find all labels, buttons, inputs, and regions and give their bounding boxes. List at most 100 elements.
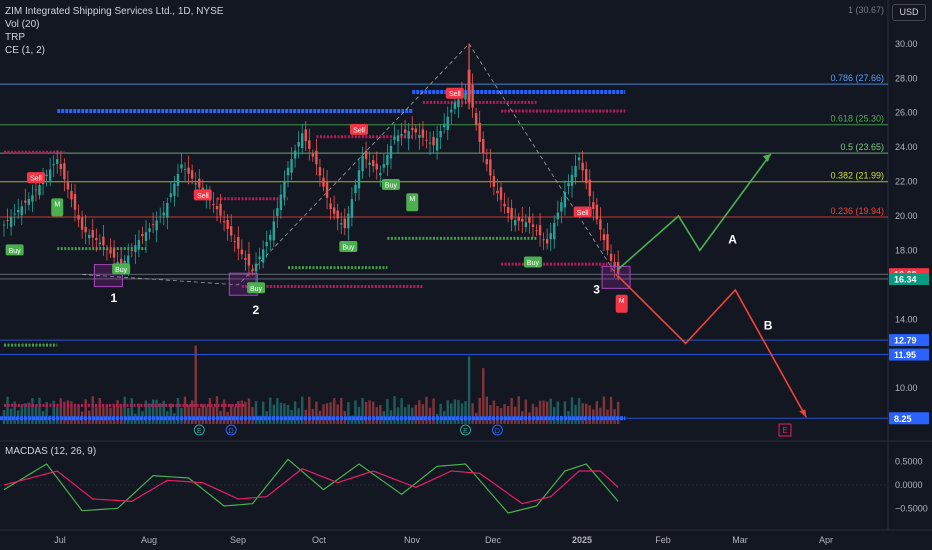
- candle-body: [137, 240, 141, 249]
- volume-bar: [95, 407, 98, 424]
- candle-body: [489, 159, 492, 176]
- volume-bar: [506, 406, 510, 424]
- candle-body: [329, 203, 332, 210]
- candle-body: [336, 210, 339, 219]
- candle-body: [471, 84, 474, 108]
- candle-body: [134, 245, 137, 253]
- candle-body: [84, 226, 87, 233]
- volume-bar: [315, 401, 318, 424]
- chart-title[interactable]: ZIM Integrated Shipping Services Ltd., 1…: [5, 6, 224, 17]
- volume-bar: [496, 406, 499, 424]
- candle-body: [276, 208, 279, 216]
- fib-label-0.5: 0.5 (23.65): [840, 142, 884, 152]
- candle-body: [499, 187, 503, 200]
- candle-body: [212, 203, 215, 205]
- macd-tick-label: 0.0000: [895, 480, 923, 490]
- currency-button[interactable]: USD: [892, 4, 926, 21]
- macd-pane: 0.5000 0.0000 −0.5000: [0, 457, 928, 514]
- candle-body: [613, 262, 616, 268]
- volume-bar: [382, 411, 386, 424]
- candle-body: [379, 172, 382, 176]
- volume-bar: [446, 400, 449, 424]
- volume-bar: [13, 401, 16, 424]
- candle-body: [606, 234, 609, 251]
- candle-body: [66, 182, 70, 190]
- signal-sell-tag: [350, 123, 368, 135]
- volume-bar: [418, 400, 421, 424]
- signal-sell-tag: [26, 172, 45, 184]
- volume-bar: [403, 407, 407, 424]
- signal-buy-tag: [381, 178, 400, 190]
- volume-bar: [396, 407, 400, 424]
- volume-bar: [503, 404, 506, 424]
- candle-body: [77, 215, 80, 220]
- wave-box: [601, 265, 631, 289]
- candle-body: [151, 223, 155, 225]
- volume-bar: [585, 403, 588, 424]
- candle-body: [183, 169, 187, 170]
- signal-buy-label: Buy: [342, 244, 355, 251]
- fib-levels: 0.786 (27.66) 0.618 (25.30) 0.5 (23.65) 0.3…: [0, 73, 888, 218]
- volume-bar: [9, 408, 13, 424]
- volume-bar: [258, 415, 261, 424]
- price-tick-label: 20.00: [895, 211, 918, 221]
- volume-bar: [609, 396, 613, 424]
- candle-body: [190, 170, 194, 179]
- volume-bar: [180, 408, 183, 424]
- signal-sell-label: Sell: [197, 193, 209, 200]
- candle-body: [375, 163, 378, 170]
- volume-bar: [112, 405, 116, 424]
- candle-body: [155, 220, 158, 231]
- fib-label-0.236: 0.236 (19.94): [830, 206, 884, 216]
- volume-bar: [237, 401, 240, 424]
- candle-body: [290, 159, 293, 173]
- candle-body: [80, 217, 84, 230]
- volume-bar: [109, 407, 112, 424]
- volume-bar: [98, 398, 102, 424]
- volume-bar: [119, 404, 123, 424]
- indicator-ce[interactable]: CE (1, 2): [5, 45, 46, 56]
- candle-body: [148, 228, 151, 232]
- volume-bar: [510, 397, 513, 424]
- candle-body: [269, 234, 272, 241]
- candle-body: [521, 218, 524, 222]
- price-badge-label: 8.25: [894, 414, 912, 424]
- candle-body: [616, 262, 620, 275]
- candle-body: [443, 123, 446, 128]
- candle-body: [17, 209, 20, 213]
- candle-body: [609, 253, 613, 261]
- volume-bar: [602, 396, 606, 424]
- volume-bar: [41, 411, 45, 424]
- candle-body: [503, 203, 506, 207]
- volume-bar: [20, 404, 23, 424]
- candle-body: [166, 202, 169, 218]
- ce-stop-dots: [4, 100, 626, 407]
- candle-body: [159, 216, 162, 218]
- candle-body: [450, 109, 453, 113]
- volume-bar: [467, 356, 471, 424]
- candle-body: [261, 249, 265, 263]
- candle-body: [247, 253, 251, 266]
- candle-body: [2, 224, 6, 226]
- volume-bar: [464, 401, 467, 424]
- volume-bar: [187, 404, 190, 424]
- candle-body: [403, 129, 407, 133]
- scenario-b-arrow: [799, 409, 807, 418]
- volume-bar: [361, 398, 364, 424]
- volume-bar: [570, 397, 574, 424]
- volume-bar: [84, 399, 87, 424]
- macd-legend[interactable]: MACDAS (12, 26, 9): [5, 446, 97, 457]
- fib-label-0.382: 0.382 (21.99): [830, 171, 884, 181]
- volume-bar: [205, 406, 208, 424]
- volume-bar: [293, 401, 297, 424]
- indicator-volume[interactable]: Vol (20): [5, 19, 40, 30]
- candle-body: [198, 178, 201, 188]
- indicator-trp[interactable]: TRP: [5, 32, 25, 43]
- volume-bar: [492, 400, 496, 424]
- candle-body: [283, 181, 286, 198]
- candle-body: [48, 169, 52, 181]
- candle-body: [368, 162, 371, 165]
- candle-body: [567, 183, 570, 187]
- candle-body: [304, 129, 307, 142]
